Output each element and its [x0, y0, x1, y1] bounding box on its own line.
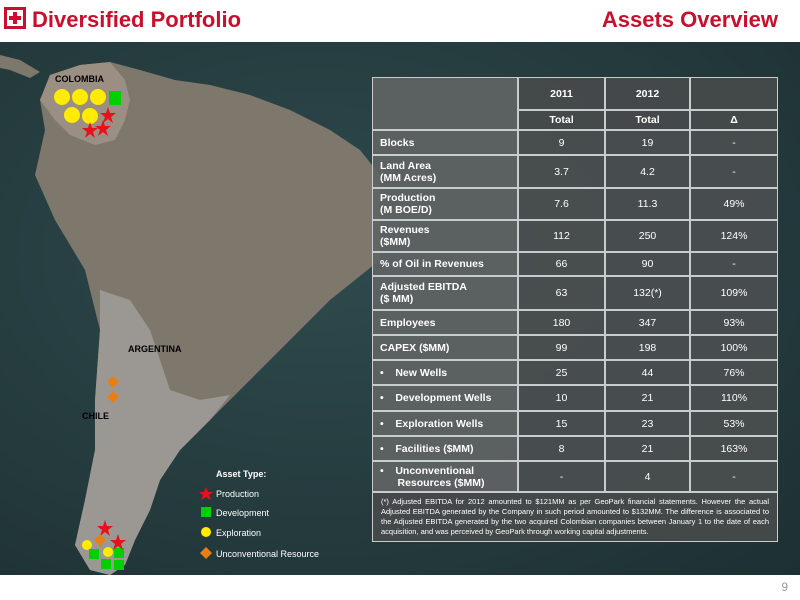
sub-header: Δ	[690, 110, 778, 130]
map	[0, 55, 380, 575]
central-america	[0, 55, 40, 78]
unconventional-markers	[94, 376, 119, 546]
sub-header: Total	[605, 110, 690, 130]
development-markers	[89, 91, 124, 570]
value-cell: 132(*)	[605, 276, 690, 310]
row-label: • New Wells	[372, 360, 518, 385]
section-title: Assets Overview	[601, 7, 778, 32]
value-cell: 180	[518, 310, 605, 335]
value-cell: 93%	[690, 310, 778, 335]
value-cell: 25	[518, 360, 605, 385]
row-label: % of Oil in Revenues	[372, 252, 518, 276]
value-cell: -	[690, 155, 778, 188]
map-label: ARGENTINA	[128, 344, 182, 354]
value-cell: 9	[518, 130, 605, 155]
value-cell: 7.6	[518, 188, 605, 220]
row-label: • Facilities ($MM)	[372, 436, 518, 461]
value-cell: -	[690, 252, 778, 276]
value-cell: 63	[518, 276, 605, 310]
value-cell: 10	[518, 385, 605, 411]
logo	[4, 7, 26, 29]
value-cell: 4	[605, 461, 690, 492]
legend-title: Asset Type:	[216, 469, 267, 479]
value-cell: 4.2	[605, 155, 690, 188]
value-cell: 11.3	[605, 188, 690, 220]
row-label: Employees	[372, 310, 518, 335]
value-cell: -	[518, 461, 605, 492]
header-bar	[0, 0, 800, 42]
legend-item: Production	[216, 489, 260, 499]
legend-item: Exploration	[216, 528, 262, 538]
value-cell: 347	[605, 310, 690, 335]
colombia	[40, 62, 130, 145]
legend-icons	[199, 487, 213, 559]
production-markers	[82, 107, 126, 550]
legend-item: Unconventional Resource	[216, 549, 320, 559]
title: Diversified Portfolio	[32, 7, 242, 32]
year-header: 2012	[605, 77, 690, 110]
row-label: Production (M BOE/D)	[372, 188, 518, 220]
value-cell: -	[690, 461, 778, 492]
row-label: • Exploration Wells	[372, 411, 518, 436]
header-blank	[690, 77, 778, 110]
year-header: 2011	[518, 77, 605, 110]
row-label: Adjusted EBITDA ($ MM)	[372, 276, 518, 310]
value-cell: 21	[605, 436, 690, 461]
value-cell: 124%	[690, 220, 778, 252]
page-number: 9	[781, 580, 788, 594]
legend-item: Development	[216, 508, 270, 518]
value-cell: 49%	[690, 188, 778, 220]
map-label: CHILE	[82, 411, 109, 421]
row-label: • Development Wells	[372, 385, 518, 411]
value-cell: 53%	[690, 411, 778, 436]
map-label: COLOMBIA	[55, 74, 104, 84]
row-label: • Unconventional Resources ($MM)	[372, 461, 518, 492]
row-label: Land Area (MM Acres)	[372, 155, 518, 188]
value-cell: 8	[518, 436, 605, 461]
value-cell: 15	[518, 411, 605, 436]
value-cell: 109%	[690, 276, 778, 310]
value-cell: 110%	[690, 385, 778, 411]
value-cell: 76%	[690, 360, 778, 385]
value-cell: 163%	[690, 436, 778, 461]
value-cell: 198	[605, 335, 690, 360]
value-cell: 99	[518, 335, 605, 360]
value-cell: 19	[605, 130, 690, 155]
argentina-chile	[75, 290, 230, 575]
exploration-markers	[54, 89, 113, 557]
value-cell: 21	[605, 385, 690, 411]
value-cell: 250	[605, 220, 690, 252]
value-cell: 112	[518, 220, 605, 252]
value-cell: 90	[605, 252, 690, 276]
row-label: Revenues ($MM)	[372, 220, 518, 252]
value-cell: 66	[518, 252, 605, 276]
row-label: CAPEX ($MM)	[372, 335, 518, 360]
value-cell: 23	[605, 411, 690, 436]
value-cell: -	[690, 130, 778, 155]
value-cell: 44	[605, 360, 690, 385]
row-label: Blocks	[372, 130, 518, 155]
value-cell: 100%	[690, 335, 778, 360]
sub-header: Total	[518, 110, 605, 130]
value-cell: 3.7	[518, 155, 605, 188]
header-corner	[372, 77, 518, 130]
footnote: (*) Adjusted EBITDA for 2012 amounted to…	[372, 492, 778, 542]
